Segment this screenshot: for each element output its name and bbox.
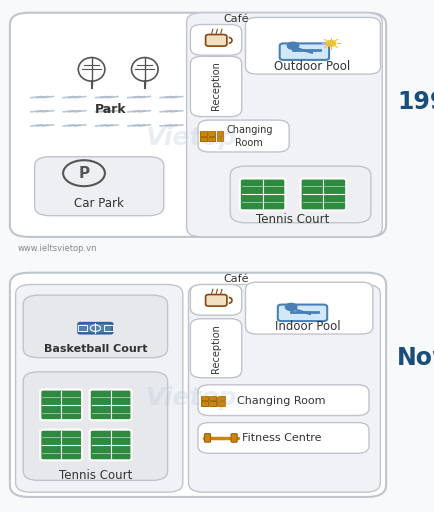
FancyBboxPatch shape — [218, 396, 225, 400]
Text: Café: Café — [223, 14, 249, 24]
Text: Tennis Court: Tennis Court — [59, 469, 132, 482]
FancyBboxPatch shape — [209, 396, 216, 400]
FancyBboxPatch shape — [218, 401, 225, 406]
FancyBboxPatch shape — [90, 430, 132, 460]
FancyBboxPatch shape — [35, 157, 164, 216]
FancyBboxPatch shape — [217, 137, 224, 141]
FancyBboxPatch shape — [188, 285, 380, 492]
FancyBboxPatch shape — [206, 294, 227, 306]
FancyBboxPatch shape — [209, 401, 216, 406]
FancyBboxPatch shape — [240, 179, 286, 210]
FancyBboxPatch shape — [40, 430, 82, 460]
Text: Changing Room: Changing Room — [237, 396, 326, 406]
Circle shape — [286, 304, 297, 310]
Text: Car Park: Car Park — [74, 198, 124, 210]
FancyBboxPatch shape — [191, 285, 242, 315]
FancyBboxPatch shape — [246, 282, 373, 334]
FancyBboxPatch shape — [201, 397, 208, 401]
FancyBboxPatch shape — [206, 34, 227, 46]
FancyBboxPatch shape — [23, 372, 168, 480]
Text: Park: Park — [95, 103, 126, 116]
Text: Tennis Court: Tennis Court — [256, 212, 330, 226]
FancyBboxPatch shape — [210, 397, 217, 401]
FancyBboxPatch shape — [201, 396, 208, 400]
Text: Indoor Pool: Indoor Pool — [276, 321, 341, 333]
FancyBboxPatch shape — [204, 434, 210, 442]
FancyBboxPatch shape — [210, 401, 217, 406]
FancyBboxPatch shape — [10, 273, 386, 497]
FancyBboxPatch shape — [10, 13, 386, 237]
FancyBboxPatch shape — [198, 422, 369, 453]
FancyBboxPatch shape — [217, 132, 224, 136]
FancyBboxPatch shape — [187, 13, 382, 237]
Text: Changing
Room: Changing Room — [226, 125, 273, 148]
Text: 1990: 1990 — [397, 91, 434, 114]
FancyBboxPatch shape — [201, 401, 208, 406]
FancyBboxPatch shape — [198, 120, 289, 152]
FancyBboxPatch shape — [200, 132, 207, 136]
FancyBboxPatch shape — [200, 137, 207, 141]
Text: Vietop: Vietop — [145, 386, 236, 410]
Text: Reception: Reception — [211, 61, 221, 110]
FancyBboxPatch shape — [200, 132, 207, 136]
Text: Outdoor Pool: Outdoor Pool — [274, 60, 350, 74]
Circle shape — [326, 40, 335, 46]
FancyBboxPatch shape — [191, 56, 242, 117]
FancyBboxPatch shape — [301, 179, 346, 210]
FancyBboxPatch shape — [279, 44, 329, 60]
Text: Basketball Court: Basketball Court — [44, 345, 147, 354]
Text: P: P — [79, 166, 89, 181]
Text: Fitness Centre: Fitness Centre — [242, 433, 321, 443]
Text: Café: Café — [223, 273, 249, 284]
FancyBboxPatch shape — [209, 137, 215, 141]
FancyBboxPatch shape — [246, 17, 380, 74]
Text: www.ieltsvietop.vn: www.ieltsvietop.vn — [17, 244, 97, 253]
FancyBboxPatch shape — [78, 323, 112, 333]
FancyBboxPatch shape — [90, 390, 132, 420]
Text: Now: Now — [397, 347, 434, 370]
FancyBboxPatch shape — [191, 25, 242, 55]
FancyBboxPatch shape — [209, 132, 215, 136]
FancyBboxPatch shape — [201, 401, 208, 406]
FancyBboxPatch shape — [16, 285, 183, 492]
FancyBboxPatch shape — [23, 295, 168, 358]
FancyBboxPatch shape — [208, 132, 215, 136]
FancyBboxPatch shape — [200, 137, 207, 141]
FancyBboxPatch shape — [191, 319, 242, 378]
FancyBboxPatch shape — [40, 390, 82, 420]
Circle shape — [287, 42, 299, 49]
FancyBboxPatch shape — [198, 385, 369, 416]
FancyBboxPatch shape — [208, 137, 215, 141]
FancyBboxPatch shape — [230, 166, 371, 223]
FancyBboxPatch shape — [278, 305, 327, 321]
FancyBboxPatch shape — [231, 434, 237, 442]
Text: Reception: Reception — [211, 324, 221, 373]
Text: Vietop: Vietop — [145, 126, 236, 150]
